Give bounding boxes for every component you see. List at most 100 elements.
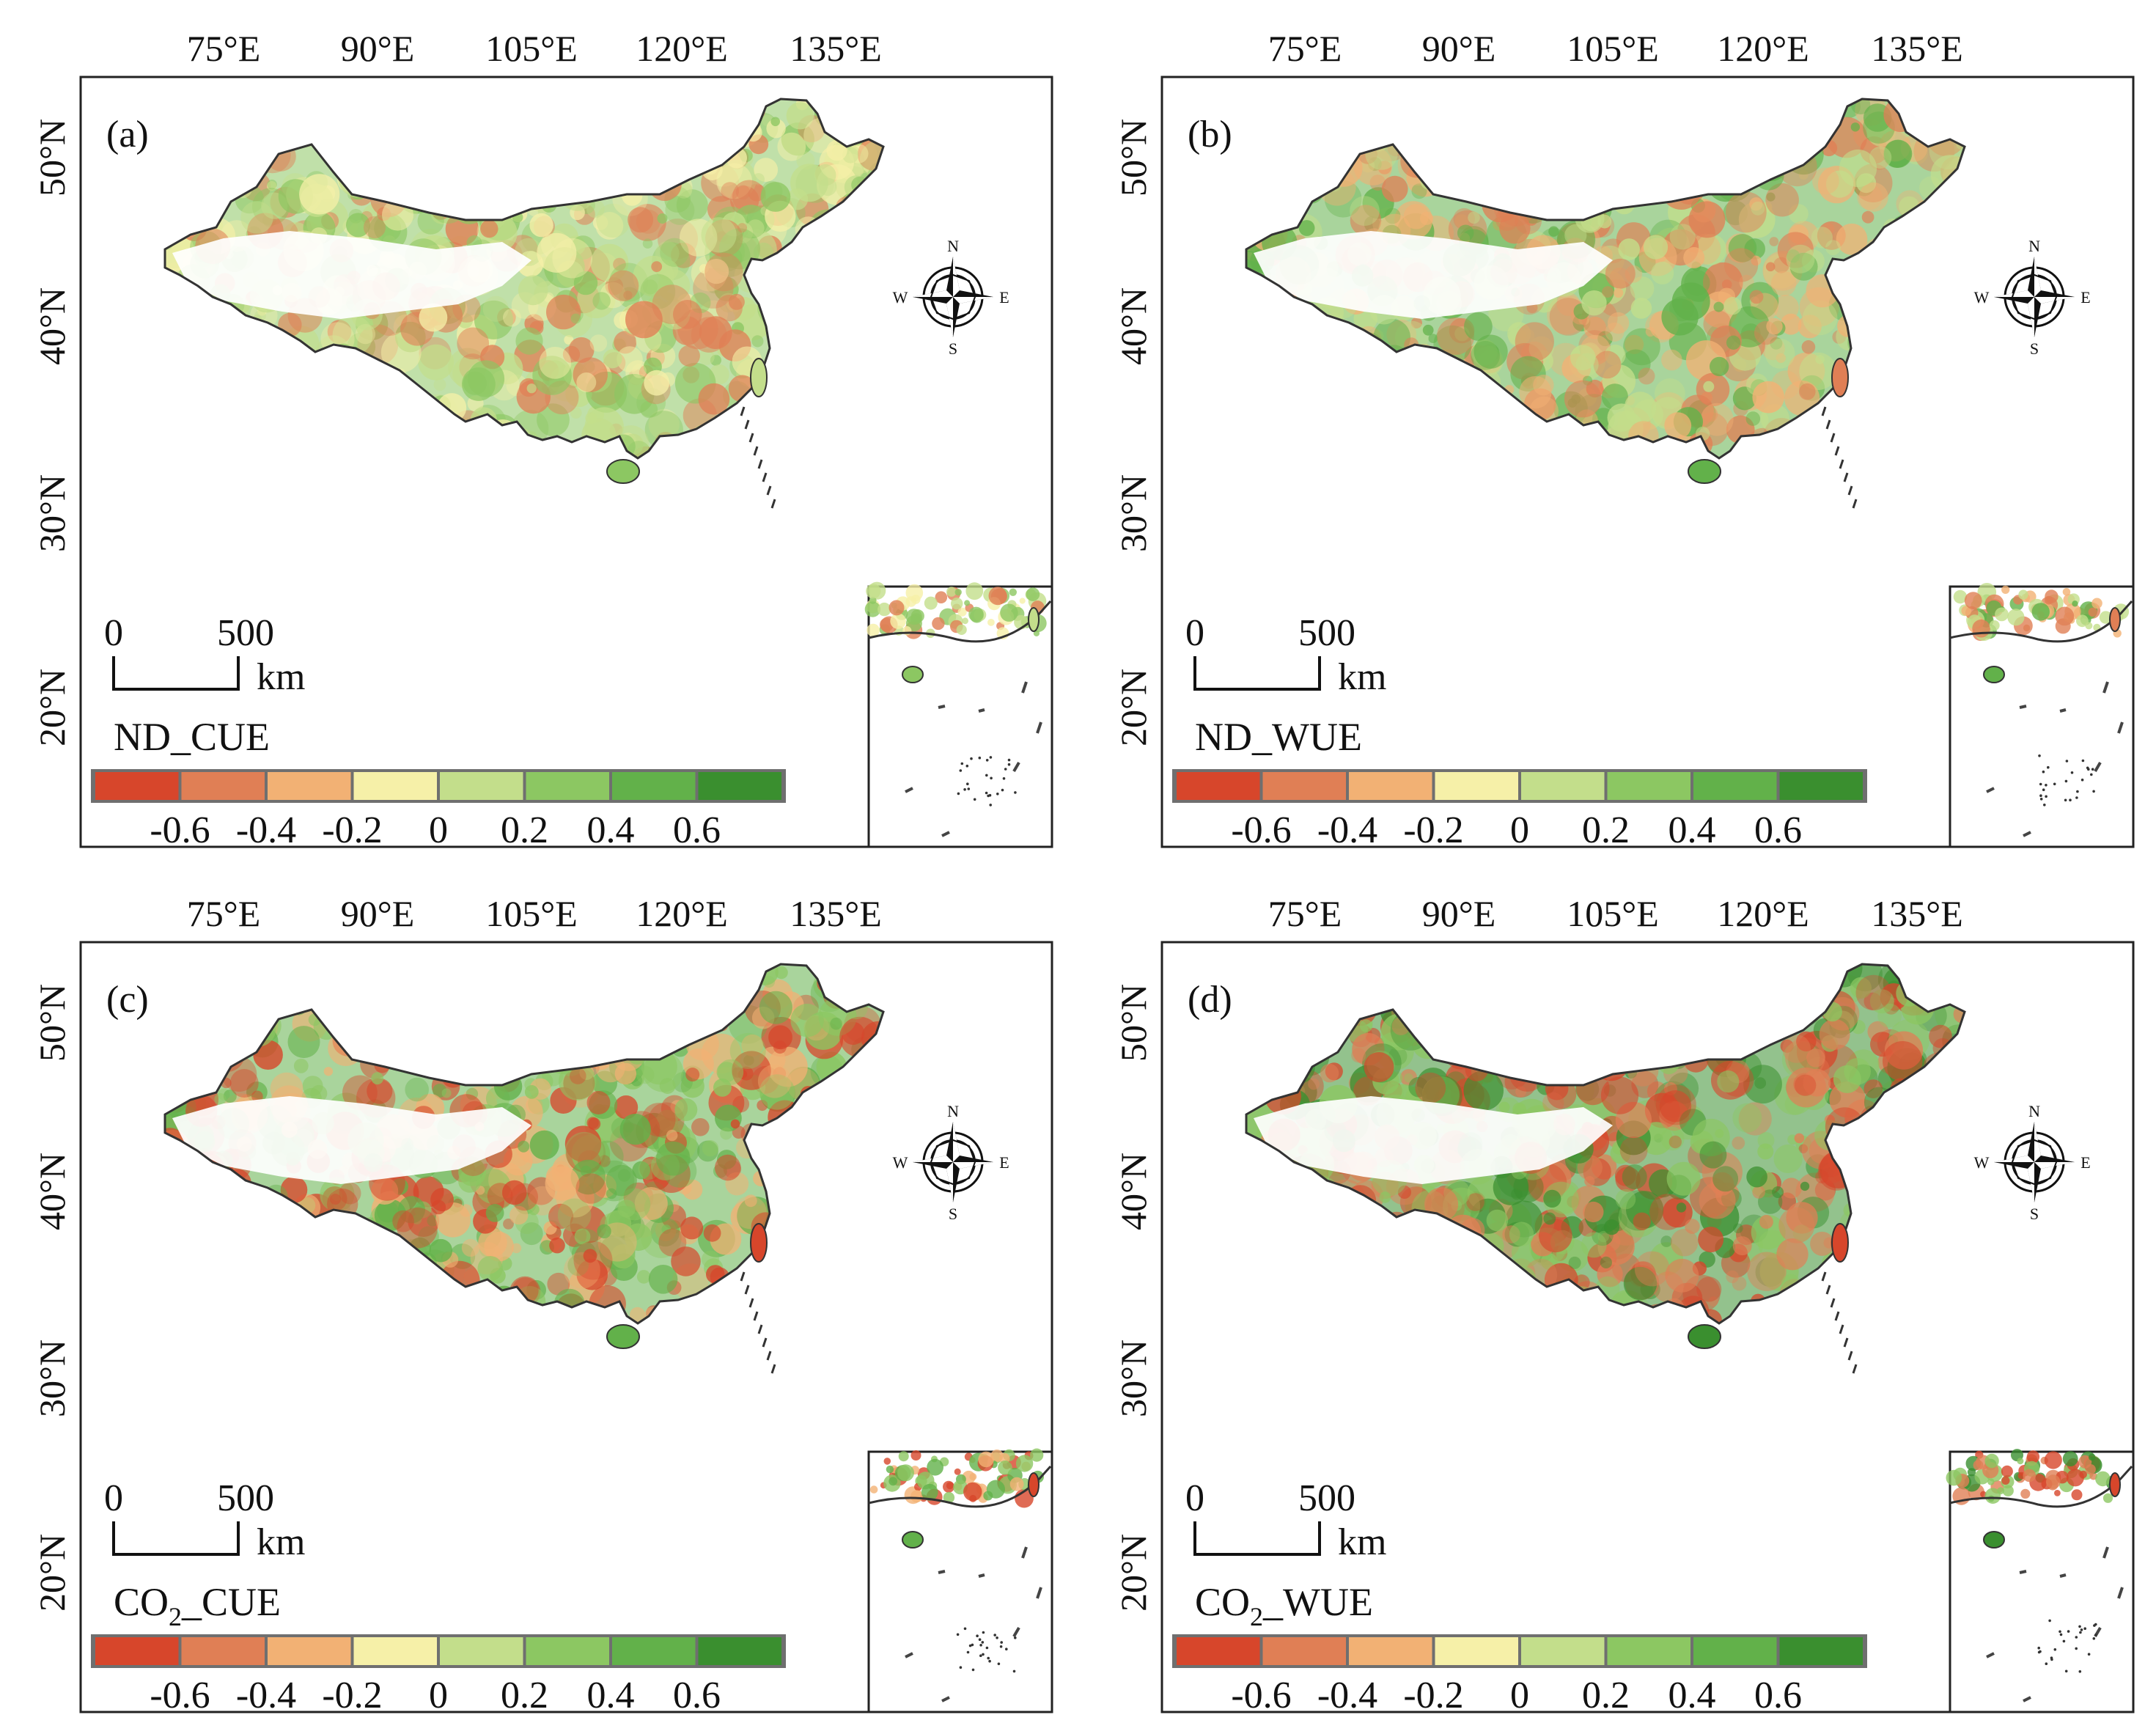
legend-tick-label: 0.6 xyxy=(673,1675,721,1716)
lon-tick-label: 105°E xyxy=(1567,28,1659,69)
compass-e-label: E xyxy=(999,288,1009,306)
lat-tick-label: 40°N xyxy=(1113,1153,1154,1230)
scs-inset-map xyxy=(867,1448,1053,1713)
legend-colorbar: -0.6 -0.4 -0.2 0 0.2 0.4 0.6 xyxy=(1172,769,1867,851)
legend-tick-label: 0.2 xyxy=(1582,809,1630,851)
lon-tick-label: 120°E xyxy=(636,28,728,69)
scs-inset-map xyxy=(1946,1449,2135,1713)
legend-colorbar: -0.6 -0.4 -0.2 0 0.2 0.4 0.6 xyxy=(91,1634,786,1716)
china-outline xyxy=(163,98,885,460)
compass-e-label: E xyxy=(2080,1153,2090,1172)
legend-swatch xyxy=(698,1637,781,1665)
lat-tick-label: 30°N xyxy=(32,1340,73,1417)
compass-s-label: S xyxy=(2030,1205,2039,1223)
legend-swatch xyxy=(1607,1637,1690,1665)
compass-s-label: S xyxy=(949,339,957,358)
lat-tick-label: 50°N xyxy=(1113,984,1154,1062)
legend-swatch xyxy=(698,772,781,800)
legend-tick-label: 0.4 xyxy=(587,1675,635,1716)
legend-tick-label: 0.4 xyxy=(587,809,635,851)
legend-swatch xyxy=(1521,1637,1605,1665)
no-data-area xyxy=(172,1096,531,1184)
lat-tick-label: 50°N xyxy=(32,984,73,1062)
compass-s-label: S xyxy=(949,1205,957,1223)
lon-tick-label: 105°E xyxy=(485,893,578,934)
lon-tick-label: 90°E xyxy=(341,893,415,934)
legend-tick-label: 0.2 xyxy=(501,1675,548,1716)
variable-label: CO2_WUE xyxy=(1195,1580,1373,1631)
legend-tick-label: 0.2 xyxy=(1582,1675,1630,1716)
legend-swatch xyxy=(353,772,437,800)
lon-tick-label: 105°E xyxy=(485,28,578,69)
scale-zero-label: 0 xyxy=(104,612,123,654)
legend-tick-label: -0.2 xyxy=(322,809,382,851)
lon-tick-label: 120°E xyxy=(1717,893,1809,934)
map-panel-b: 75°E 90°E 105°E 120°E 135°E 50°N 40°N 30°N 20°N (… xyxy=(1113,28,2135,851)
china-outline xyxy=(1245,98,1966,460)
lon-tick-label: 135°E xyxy=(790,893,882,934)
scale-max-label: 500 xyxy=(1298,612,1355,654)
legend-tick-label: -0.4 xyxy=(236,1675,296,1716)
legend-tick-label: 0.2 xyxy=(501,809,548,851)
map-panel-d: 75°E 90°E 105°E 120°E 135°E 50°N 40°N 30°N 20°N (… xyxy=(1113,893,2135,1716)
scale-unit-label: km xyxy=(257,1521,305,1563)
china-outline xyxy=(163,963,885,1325)
compass-rose-icon: N S E W xyxy=(893,237,1009,358)
scale-max-label: 500 xyxy=(217,1477,274,1519)
lon-tick-label: 90°E xyxy=(1422,28,1496,69)
lon-tick-label: 135°E xyxy=(1871,28,1963,69)
legend-tick-label: -0.4 xyxy=(1317,809,1377,851)
legend-tick-label: 0 xyxy=(429,1675,448,1716)
scs-inset-map xyxy=(864,581,1053,848)
scale-zero-label: 0 xyxy=(104,1477,123,1519)
legend-swatch xyxy=(612,1637,696,1665)
legend-colorbar: -0.6 -0.4 -0.2 0 0.2 0.4 0.6 xyxy=(91,769,786,851)
legend-tick-label: 0.4 xyxy=(1668,809,1716,851)
lon-tick-label: 105°E xyxy=(1567,893,1659,934)
lat-tick-label: 20°N xyxy=(1113,1534,1154,1612)
legend-tick-label: -0.6 xyxy=(1231,809,1291,851)
legend-swatch xyxy=(1779,1637,1863,1665)
lon-tick-label: 75°E xyxy=(1268,28,1342,69)
variable-label: ND_WUE xyxy=(1195,715,1362,759)
lon-tick-label: 75°E xyxy=(187,893,261,934)
panel-label: (c) xyxy=(106,979,149,1021)
compass-rose-icon: N S E W xyxy=(893,1102,1009,1223)
hainan-island xyxy=(606,459,640,484)
taiwan-island xyxy=(1831,358,1849,397)
lat-tick-label: 40°N xyxy=(1113,287,1154,365)
compass-w-label: W xyxy=(893,288,908,306)
lat-tick-label: 40°N xyxy=(32,287,73,365)
scale-unit-label: km xyxy=(257,656,305,698)
scale-unit-label: km xyxy=(1338,656,1386,698)
china-outline xyxy=(1245,963,1966,1325)
compass-e-label: E xyxy=(2080,288,2090,306)
lat-tick-label: 40°N xyxy=(32,1153,73,1230)
legend-swatch xyxy=(1607,772,1690,800)
scale-zero-label: 0 xyxy=(1185,1477,1204,1519)
legend-swatch xyxy=(1693,772,1777,800)
lon-tick-label: 120°E xyxy=(636,893,728,934)
lon-tick-label: 120°E xyxy=(1717,28,1809,69)
lon-tick-label: 135°E xyxy=(1871,893,1963,934)
taiwan-island xyxy=(1831,1223,1849,1263)
legend-tick-label: -0.2 xyxy=(322,1675,382,1716)
legend-tick-label: -0.2 xyxy=(1403,809,1463,851)
legend-swatch xyxy=(440,772,523,800)
legend-tick-label: -0.6 xyxy=(150,1675,210,1716)
compass-n-label: N xyxy=(2028,237,2040,255)
legend-swatch xyxy=(1435,1637,1518,1665)
map-panel-c: 75°E 90°E 105°E 120°E 135°E 50°N 40°N 30°N 20°N (… xyxy=(32,893,1053,1716)
legend-tick-label: -0.2 xyxy=(1403,1675,1463,1716)
hainan-island xyxy=(1688,459,1721,484)
legend-tick-label: 0.6 xyxy=(1754,809,1802,851)
legend-swatch xyxy=(1262,1637,1346,1665)
legend-swatch xyxy=(1349,772,1432,800)
legend-tick-label: 0 xyxy=(429,809,448,851)
lat-tick-label: 30°N xyxy=(1113,474,1154,552)
legend-tick-label: 0.6 xyxy=(673,809,721,851)
legend-swatch xyxy=(268,1637,351,1665)
